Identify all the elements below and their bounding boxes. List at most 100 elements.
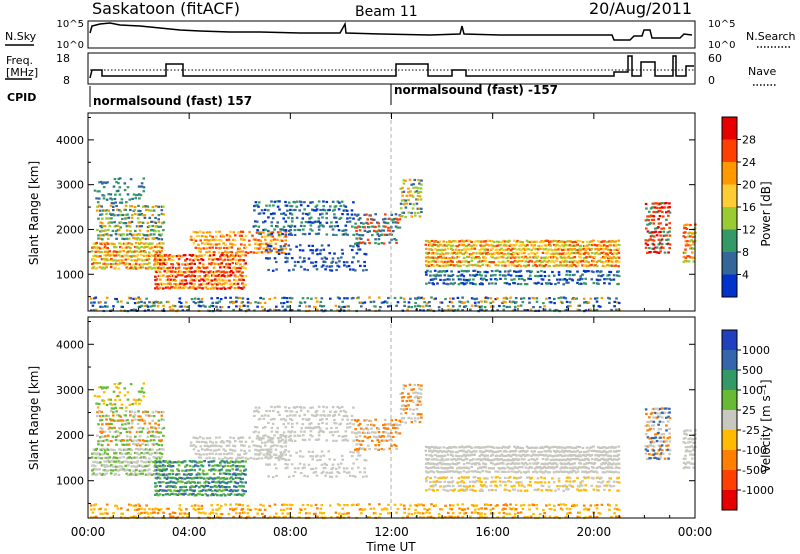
power-range-cell [274,250,278,253]
power-range-cell [403,304,406,307]
velocity-range-cell [213,449,216,452]
velocity-range-cell [204,480,208,483]
power-range-cell [453,309,457,312]
power-range-cell [513,308,517,311]
velocity-range-cell [257,411,260,414]
power-range-cell [616,301,619,304]
velocity-range-cell [374,418,377,421]
velocity-range-cell [96,395,100,398]
power-range-cell [587,270,590,273]
power-range-cell [443,274,447,277]
power-range-cell [355,226,359,229]
power-range-cell [222,282,225,285]
velocity-range-cell [239,480,242,483]
power-range-cell [323,256,327,259]
velocity-range-cell [110,419,113,422]
velocity-range-cell [179,486,182,489]
power-range-cell [426,255,430,259]
power-range-cell [597,305,601,308]
power-range-cell [472,252,475,255]
power-range-cell [176,309,180,312]
power-range-cell [529,277,532,281]
velocity-range-cell [184,481,187,485]
power-range-cell [165,279,168,282]
velocity-range-cell [419,396,423,399]
velocity-range-cell [97,452,100,455]
velocity-range-cell [102,414,105,418]
power-range-cell [197,243,200,246]
velocity-range-cell [146,473,150,476]
power-range-cell [239,271,243,274]
velocity-range-cell [205,448,209,451]
power-range-cell [140,250,143,253]
power-range-cell [579,244,583,247]
power-range-cell [154,287,157,290]
power-range-cell [552,264,556,268]
power-range-cell [459,278,462,281]
power-range-cell [212,287,215,290]
power-range-cell [523,252,526,255]
velocity-range-cell [279,452,283,455]
power-range-cell [584,270,587,273]
velocity-range-cell [359,471,362,474]
power-range-cell [287,216,290,219]
velocity-range-cell [363,459,366,462]
power-range-cell [103,254,106,257]
power-range-cell [442,253,445,256]
velocity-range-cell [226,461,230,464]
velocity-range-cell [160,469,164,472]
power-range-cell [155,270,158,274]
power-range-cell [166,286,170,289]
power-range-cell [509,249,513,252]
velocity-range-cell [314,467,318,470]
power-range-cell [186,305,189,308]
power-range-cell [579,277,582,280]
velocity-range-cell [292,474,295,478]
power-range-cell [257,247,261,250]
power-range-cell [171,255,174,258]
velocity-range-cell [350,455,354,458]
power-range-cell [396,218,399,221]
velocity-range-cell [129,414,132,417]
power-range-cell [265,249,268,252]
power-range-cell [612,274,616,277]
velocity-range-cell [188,464,192,467]
power-range-cell [553,302,556,305]
power-range-cell [198,266,201,270]
velocity-range-cell [410,421,414,424]
power-range-cell [478,308,482,311]
power-range-cell [496,309,499,312]
power-range-cell [509,274,513,277]
velocity-range-cell [143,469,146,472]
power-range-cell [309,216,313,219]
velocity-range-cell [352,462,355,465]
power-range-cell [429,270,432,273]
power-range-cell [210,297,213,300]
power-range-cell [546,260,549,263]
power-range-cell [317,232,321,235]
power-range-cell [275,268,278,271]
power-range-cell [363,226,366,229]
power-range-cell [162,274,165,277]
power-range-cell [603,244,606,247]
power-range-cell [217,251,221,254]
velocity-range-cell [159,489,162,492]
velocity-range-cell [308,426,311,429]
velocity-range-cell [400,396,404,399]
power-range-cell [296,228,300,231]
power-range-cell [254,220,257,223]
power-range-cell [269,239,273,242]
power-range-cell [227,238,231,241]
power-range-cell [419,187,423,190]
power-range-cell [382,229,386,232]
power-range-cell [458,305,462,308]
power-range-cell [114,246,118,249]
power-range-cell [478,305,482,309]
power-range-cell [185,282,189,285]
power-range-cell [207,258,211,261]
power-range-cell [590,270,594,273]
velocity-range-cell [337,413,341,416]
power-range-cell [463,305,466,308]
velocity-range-cell [336,405,340,408]
velocity-range-cell [141,439,145,442]
